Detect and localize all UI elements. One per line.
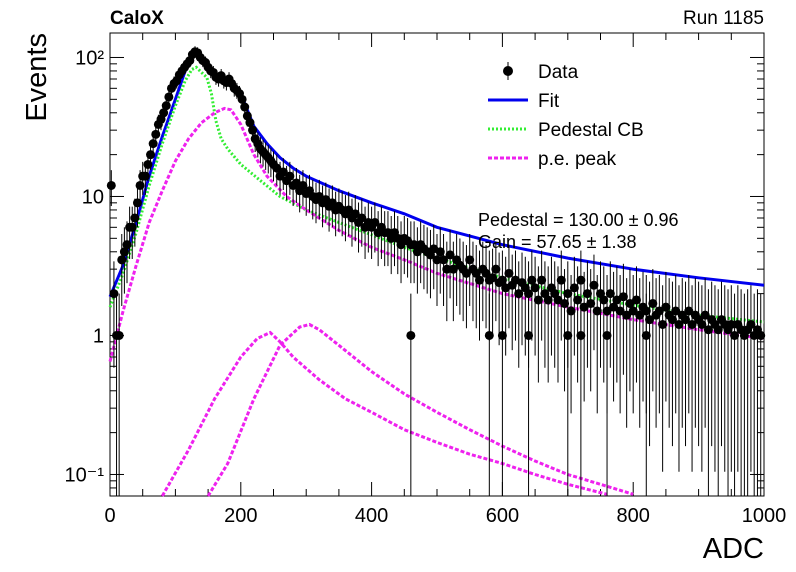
legend-item: Data — [503, 62, 579, 83]
data-point — [586, 269, 596, 392]
y-tick-label: 1 — [93, 325, 104, 347]
data-point — [684, 274, 694, 414]
data-point — [576, 293, 586, 496]
data-point — [560, 269, 570, 392]
data-point — [471, 245, 481, 329]
data-point — [406, 293, 416, 496]
legend: Data Fit Pedestal CB p.e. peak — [488, 62, 644, 170]
data-point — [370, 202, 380, 253]
legend-marker-icon — [503, 66, 513, 76]
data-point — [700, 278, 710, 428]
curve-p-e-peak-3 — [206, 322, 634, 497]
data-point — [602, 293, 612, 496]
data-point — [569, 256, 579, 356]
legend-item: p.e. peak — [488, 149, 617, 170]
data-point — [285, 161, 295, 195]
legend-label: Fit — [538, 91, 560, 112]
data-point — [648, 269, 658, 392]
data-point — [654, 274, 664, 414]
data-point — [527, 250, 537, 341]
x-tick-label: 0 — [104, 505, 115, 527]
x-axis-label: ADC — [703, 533, 764, 565]
y-axis-label: Events — [21, 33, 53, 122]
data-point — [556, 250, 566, 341]
data-point — [658, 285, 668, 472]
data-point — [484, 293, 494, 496]
data-point — [106, 170, 116, 207]
data-point — [582, 261, 592, 368]
fit-annotation: Gain = 57.65 ± 1.38 — [478, 232, 637, 252]
data-point — [756, 293, 766, 496]
data-point — [432, 233, 442, 307]
curve-p-e-peak-2 — [160, 330, 608, 497]
data-point — [726, 285, 736, 472]
data-point — [445, 229, 455, 299]
data-point — [481, 245, 491, 329]
data-point — [599, 266, 609, 383]
data-point — [488, 248, 498, 337]
data-point — [350, 195, 360, 242]
x-tick-label: 1000 — [742, 505, 787, 527]
data-point — [631, 266, 641, 383]
y-tick-label: 10⁻¹ — [65, 464, 105, 486]
data-point — [661, 271, 671, 402]
data-point — [448, 241, 458, 322]
legend-item: Fit — [488, 91, 560, 112]
data-point — [573, 266, 583, 383]
data-point — [151, 123, 161, 147]
data-point — [524, 293, 534, 496]
legend-item: Pedestal CB — [488, 120, 644, 141]
x-tick-label: 400 — [355, 505, 388, 527]
header-right: Run 1185 — [683, 8, 764, 29]
data-point — [497, 293, 507, 496]
data-point — [533, 266, 543, 383]
data-point — [618, 263, 628, 375]
fit-annotation: Pedestal = 130.00 ± 0.96 — [478, 210, 679, 230]
data-point — [514, 261, 524, 368]
data-point — [645, 281, 655, 447]
legend-label: Data — [538, 62, 579, 83]
data-point — [530, 256, 540, 356]
data-point — [713, 289, 723, 496]
data-point — [605, 261, 615, 368]
data-point — [298, 170, 308, 207]
y-tick-label: 10² — [75, 47, 104, 69]
y-tick-label: 10 — [82, 186, 104, 208]
legend-label: Pedestal CB — [538, 120, 644, 141]
x-tick-label: 600 — [486, 505, 519, 527]
data-point — [563, 293, 573, 496]
data-point — [278, 158, 288, 191]
x-axis: 0 200 400 600 800 1000 — [104, 33, 786, 527]
data-point — [589, 254, 599, 351]
data-point — [475, 250, 485, 341]
data-point — [746, 285, 756, 472]
data-point — [635, 278, 645, 428]
legend-label: p.e. peak — [538, 149, 617, 170]
data-point — [272, 154, 282, 186]
data-point — [114, 293, 124, 496]
x-tick-label: 800 — [617, 505, 650, 527]
data-point — [671, 274, 681, 414]
data-points — [106, 46, 766, 496]
data-point — [703, 289, 713, 496]
data-point — [641, 293, 651, 496]
data-point — [357, 198, 367, 247]
data-point — [609, 271, 619, 402]
header-left: CaloX — [110, 8, 164, 29]
data-point — [566, 274, 576, 414]
x-tick-label: 200 — [224, 505, 257, 527]
data-point — [592, 274, 602, 414]
data-point — [344, 191, 354, 237]
